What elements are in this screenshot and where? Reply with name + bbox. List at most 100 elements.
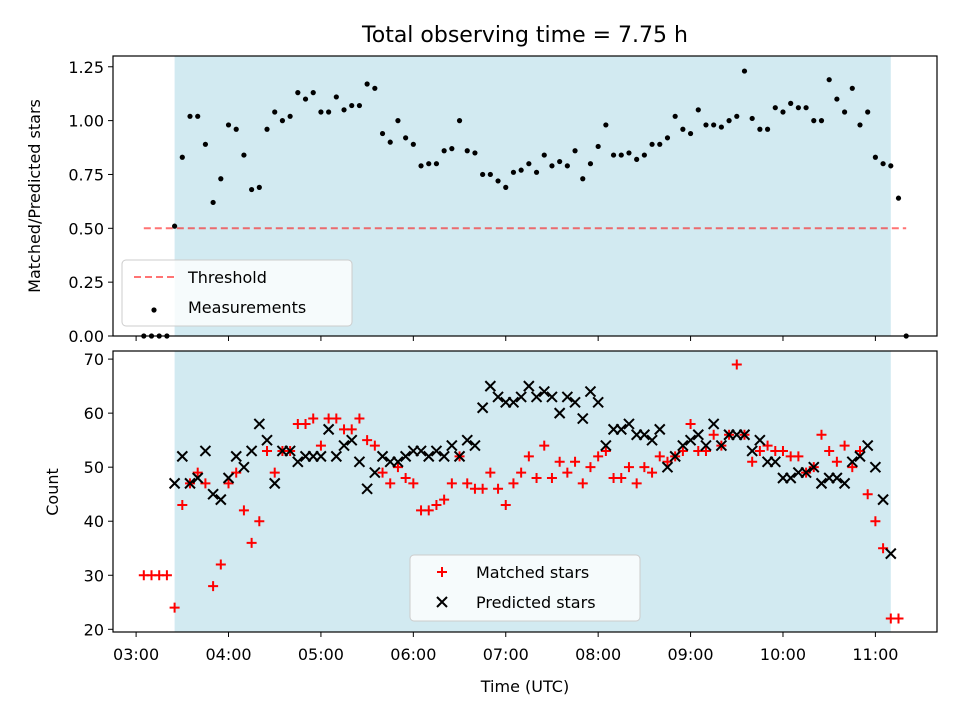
data-point [707, 418, 720, 430]
x-tick-label: 04:00 [205, 645, 251, 664]
data-point [269, 467, 280, 478]
data-point [703, 122, 709, 128]
data-point [449, 146, 455, 152]
data-point [199, 445, 212, 457]
data-point [495, 178, 501, 184]
data-point [238, 461, 250, 473]
data-point [356, 102, 363, 109]
data-point [839, 440, 850, 451]
data-point [695, 107, 701, 113]
data-point [387, 139, 393, 145]
data-point [846, 456, 858, 468]
data-point [233, 126, 239, 132]
data-point [272, 109, 278, 115]
data-point [834, 96, 840, 102]
data-point [718, 124, 724, 130]
data-point [295, 90, 301, 96]
y-tick-label: 1.25 [68, 58, 104, 77]
data-point [861, 439, 874, 452]
data-point [472, 150, 478, 156]
data-point [538, 385, 550, 398]
data-point [634, 156, 640, 162]
data-point [638, 429, 651, 441]
data-point [441, 148, 447, 154]
bottom-ylabel: Count [43, 468, 62, 516]
chart-title: Total observing time = 7.75 h [361, 23, 688, 48]
data-point [331, 413, 342, 424]
data-point [161, 570, 172, 581]
data-point [649, 141, 655, 147]
data-point [847, 462, 858, 473]
data-point [330, 450, 343, 463]
data-point [172, 223, 178, 229]
data-point [462, 478, 473, 489]
data-point [210, 199, 216, 206]
data-point [207, 488, 219, 500]
data-point [526, 161, 532, 167]
data-point [518, 167, 524, 173]
data-point [333, 94, 339, 100]
data-point [493, 483, 504, 494]
data-point [507, 396, 520, 409]
data-point [549, 163, 555, 169]
data-point [302, 96, 309, 102]
data-point [600, 439, 612, 452]
data-point [593, 451, 604, 462]
data-point [647, 467, 658, 478]
data-point [308, 413, 319, 424]
y-tick-label: 20 [84, 620, 104, 639]
data-point [485, 467, 496, 478]
data-point [392, 456, 404, 468]
series-measurements [141, 68, 909, 339]
data-point [376, 450, 389, 463]
data-point [818, 118, 825, 124]
data-point [215, 493, 227, 506]
data-point [531, 472, 542, 483]
data-point [664, 135, 671, 141]
data-point [708, 429, 719, 440]
data-point [569, 396, 581, 409]
legend-frame [409, 554, 641, 622]
x-tick-label: 03:00 [113, 645, 159, 664]
data-point [423, 505, 434, 516]
data-point [577, 478, 588, 489]
y-tick-label: 0.75 [68, 165, 104, 184]
data-point [777, 445, 788, 456]
data-point [677, 439, 689, 452]
data-point [238, 505, 249, 516]
data-point [824, 445, 835, 456]
data-point [857, 122, 863, 128]
data-point [184, 477, 196, 490]
data-point [893, 613, 904, 624]
y-tick-label: 70 [84, 350, 104, 369]
data-point [246, 537, 257, 548]
data-point [254, 516, 265, 527]
data-point [300, 418, 311, 429]
data-point [400, 472, 411, 483]
data-point [623, 418, 635, 430]
data-point [385, 478, 396, 489]
legend-label: Measurements [188, 298, 306, 317]
data-point [223, 478, 234, 489]
data-point [680, 126, 686, 132]
data-point [639, 462, 650, 473]
data-point [654, 451, 665, 462]
data-point [661, 461, 674, 473]
data-point [438, 450, 450, 463]
data-point [408, 478, 419, 489]
data-point [202, 141, 209, 147]
data-point [456, 118, 463, 124]
x-tick-label: 07:00 [483, 645, 529, 664]
x-tick-label: 06:00 [390, 645, 436, 664]
data-point [353, 456, 366, 468]
data-point [399, 450, 412, 463]
data-point [354, 413, 365, 424]
data-point [346, 424, 357, 435]
data-point [554, 456, 565, 467]
data-point [168, 477, 181, 490]
y-tick-label: 30 [84, 566, 104, 585]
data-point [487, 171, 493, 178]
data-point [685, 418, 696, 429]
data-point [672, 113, 678, 119]
